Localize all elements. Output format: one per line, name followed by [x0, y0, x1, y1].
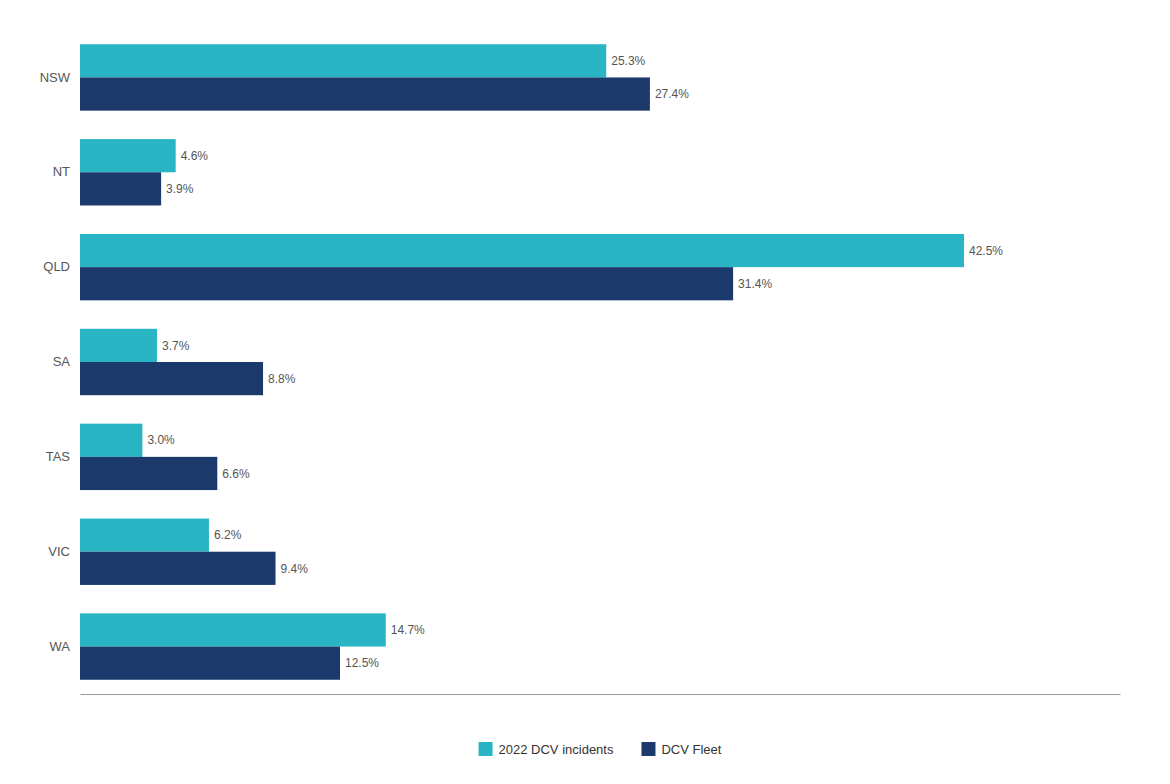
bar — [80, 139, 176, 172]
data-label: 6.2% — [214, 528, 242, 542]
legend-swatch — [641, 742, 655, 756]
y-tick-label: TAS — [46, 449, 71, 464]
y-tick: NT — [53, 164, 70, 179]
bar — [80, 457, 217, 490]
y-tick: VIC — [48, 544, 70, 559]
bar — [80, 267, 733, 300]
legend-item: 2022 DCV incidents — [479, 742, 614, 757]
data-label: 14.7% — [391, 623, 425, 637]
data-label: 3.7% — [162, 339, 190, 353]
y-tick: NSW — [40, 70, 71, 85]
y-tick: QLD — [43, 259, 70, 274]
data-label: 3.0% — [147, 433, 175, 447]
data-label: 4.6% — [181, 149, 209, 163]
data-label: 27.4% — [655, 87, 689, 101]
bar — [80, 172, 161, 205]
bar — [80, 519, 209, 552]
bar — [80, 613, 386, 646]
data-label: 31.4% — [738, 277, 772, 291]
y-tick: WA — [50, 639, 71, 654]
data-label: 9.4% — [281, 562, 309, 576]
data-label: 8.8% — [268, 372, 296, 386]
y-tick-label: VIC — [48, 544, 70, 559]
data-label: 12.5% — [345, 656, 379, 670]
y-tick-label: QLD — [43, 259, 70, 274]
bar — [80, 647, 340, 680]
x-axis-line — [81, 694, 1121, 695]
legend: 2022 DCV incidents DCV Fleet — [479, 742, 722, 757]
y-tick-label: NSW — [40, 70, 71, 85]
legend-label: DCV Fleet — [661, 742, 721, 757]
bar — [80, 234, 964, 267]
bar — [80, 362, 263, 395]
data-label: 3.9% — [166, 182, 194, 196]
data-label: 6.6% — [222, 467, 250, 481]
bars — [80, 44, 964, 680]
bar — [80, 77, 650, 110]
data-label: 42.5% — [969, 244, 1003, 258]
bar — [80, 44, 606, 77]
y-tick-label: SA — [53, 354, 71, 369]
chart-root: NSW NT QLD SA TAS VIC WA 25.3% 4.6% 42.5% 3.7% 3.0%… — [0, 0, 1170, 784]
bar — [80, 329, 157, 362]
y-tick-label: NT — [53, 164, 70, 179]
bar — [80, 552, 276, 585]
y-tick-label: WA — [50, 639, 71, 654]
legend-label: 2022 DCV incidents — [499, 742, 614, 757]
legend-item: DCV Fleet — [641, 742, 721, 757]
bar — [80, 424, 142, 457]
x-axis — [81, 694, 1121, 695]
plot-area: NSW NT QLD SA TAS VIC WA 25.3% 4.6% 42.5% 3.7% 3.0%… — [40, 44, 1121, 694]
y-tick: TAS — [46, 449, 71, 464]
legend-swatch — [479, 742, 493, 756]
chart-svg: NSW NT QLD SA TAS VIC WA 25.3% 4.6% 42.5% 3.7% 3.0%… — [0, 0, 1170, 784]
data-labels: 25.3% 4.6% 42.5% 3.7% 3.0% 6.2% 14.7% 27.4% 3.9%… — [147, 54, 1003, 670]
y-tick: SA — [53, 354, 71, 369]
y-axis: NSW NT QLD SA TAS VIC WA — [40, 70, 71, 654]
data-label: 25.3% — [611, 54, 645, 68]
